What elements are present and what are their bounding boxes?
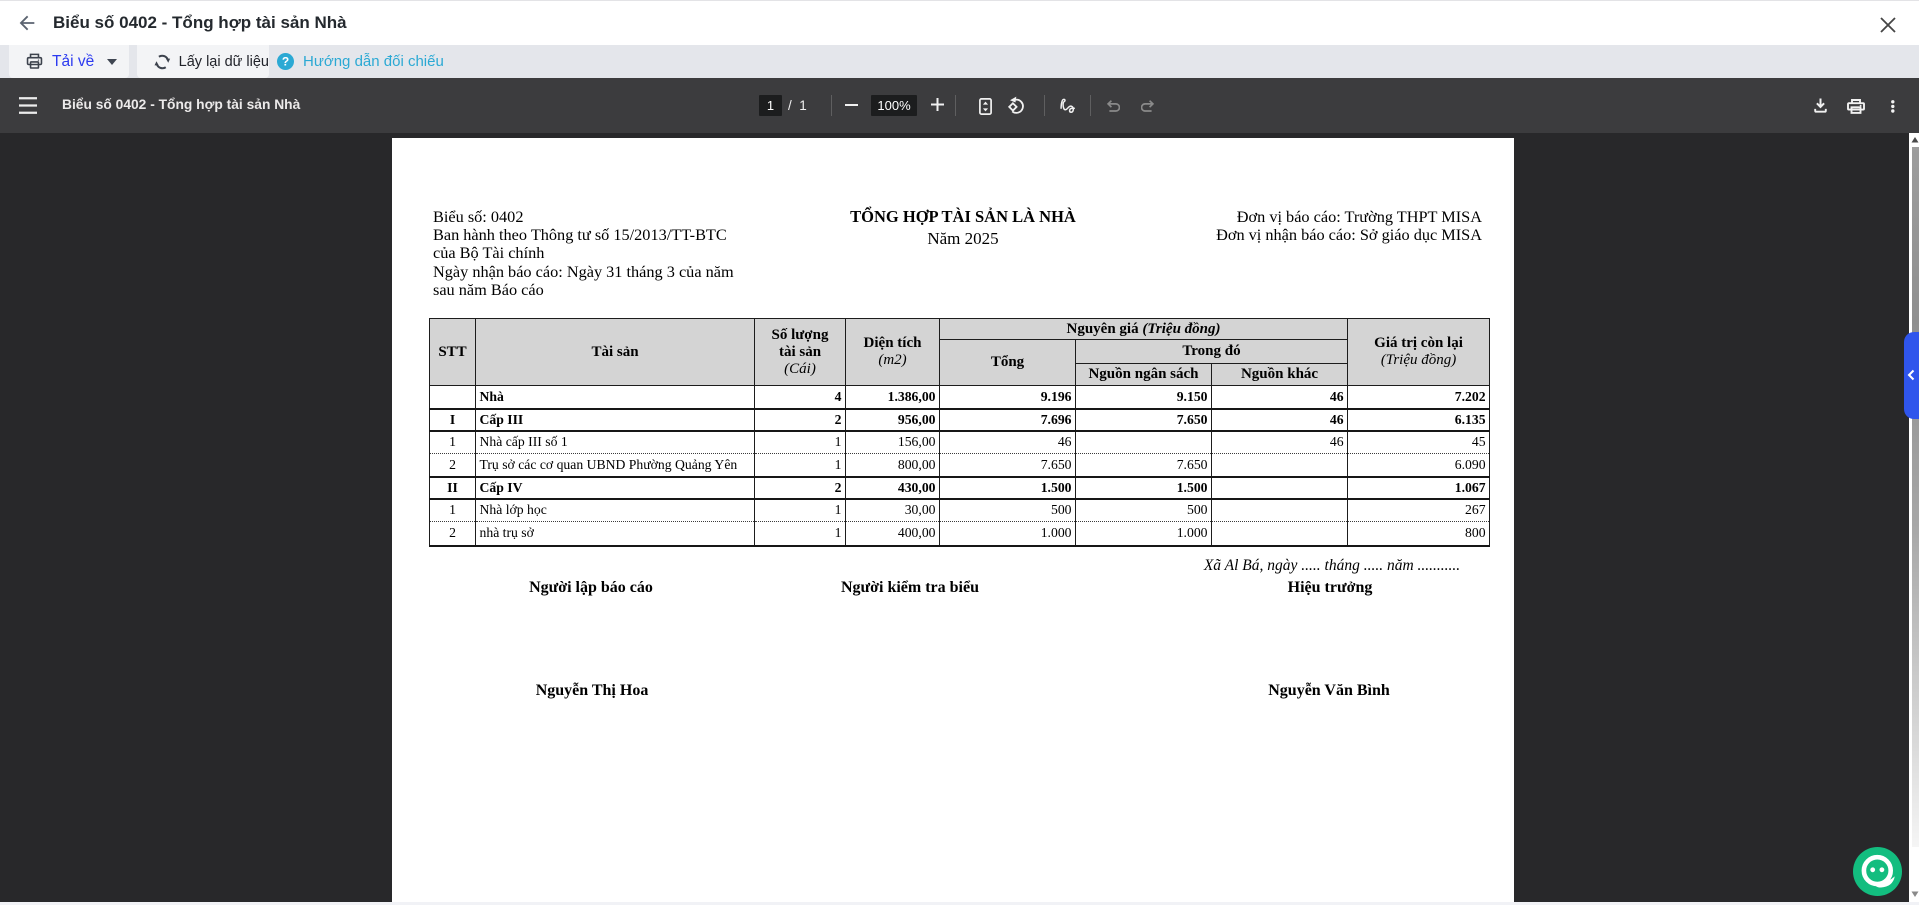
svg-text:?: ? <box>282 55 289 69</box>
